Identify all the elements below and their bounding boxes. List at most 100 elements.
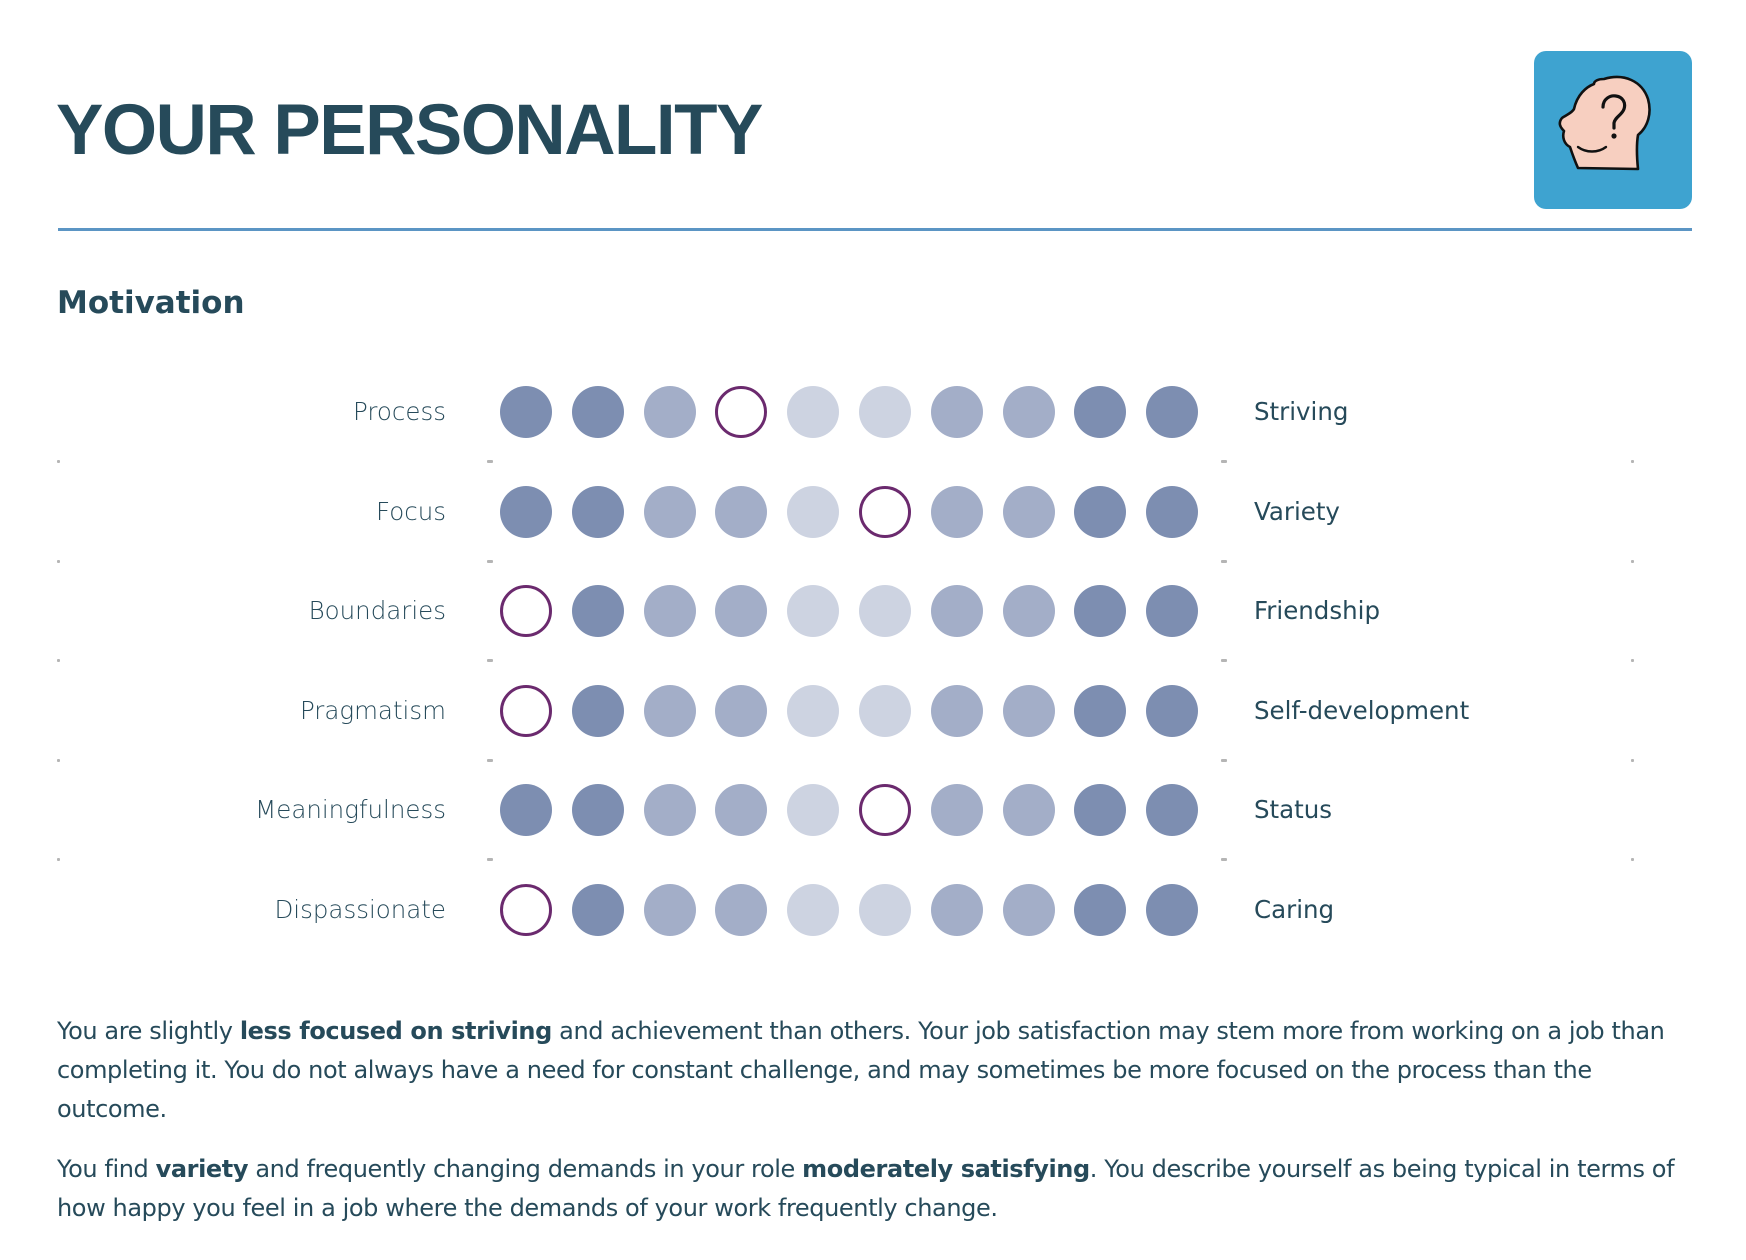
scale-right-label: Friendship [1254, 596, 1380, 626]
highlight-text: less focused on striving [239, 1017, 552, 1045]
row-separator-dot [1221, 460, 1227, 463]
scale-point [500, 485, 552, 538]
scale-point [1146, 784, 1199, 837]
scale-point [571, 386, 624, 438]
scale-right-label: Striving [1254, 397, 1349, 426]
scale-point [930, 585, 983, 638]
row-separator-dot [57, 858, 60, 862]
scale-point [1002, 784, 1055, 837]
scale-point [930, 884, 983, 936]
header-divider [58, 228, 1692, 231]
scale-right-label: Variety [1254, 496, 1340, 526]
scale-left-label: Boundaries [308, 596, 446, 626]
scale-point [859, 386, 911, 438]
scale-point [643, 485, 696, 538]
row-separator-dot [1221, 758, 1227, 762]
scale-point [1074, 784, 1127, 837]
scale-point [571, 684, 624, 737]
scale-left-label: Dispassionate [274, 895, 446, 924]
row-separator-dot [57, 559, 60, 563]
scale-point [715, 884, 768, 936]
scale-point [859, 585, 911, 638]
row-separator-dot [1631, 559, 1634, 563]
row-separator-dot [487, 460, 493, 463]
scale-point [1146, 585, 1199, 638]
row-separator-dot [487, 758, 493, 762]
scale-point [930, 485, 983, 538]
scale-point [643, 684, 696, 737]
scale-point-selected [500, 884, 552, 936]
scale-point [1002, 884, 1055, 936]
scale-row: Focus Variety [0, 482, 1746, 542]
scale-right-label: Status [1254, 795, 1333, 825]
scale-left-label: Meaningfulness [255, 795, 446, 825]
row-separator-dot [1631, 460, 1634, 463]
scale-right-label: Self-development [1254, 695, 1470, 725]
scale-point [1002, 684, 1055, 737]
scale-point [715, 585, 768, 638]
scale-row: Boundaries Friendship [0, 581, 1746, 641]
scale-point [1146, 884, 1199, 936]
scale-point [715, 784, 768, 837]
body-text: . You describe yourself as being typical… [57, 1155, 1675, 1222]
row-separator-dot [487, 659, 493, 663]
scale-point [643, 386, 696, 438]
body-text: You are slightly [57, 1017, 240, 1045]
scale-point [930, 386, 983, 438]
row-separator-dot [487, 559, 493, 563]
scale-point-selected [859, 784, 911, 837]
scale-point [715, 684, 768, 737]
scale-point [1002, 485, 1055, 538]
scale-point-selected [859, 485, 911, 538]
summary-paragraph-striving: You are slightly less focused on strivin… [57, 1012, 1697, 1129]
body-text: and frequently changing demands in your … [248, 1155, 803, 1183]
scale-point [1002, 585, 1055, 638]
scale-point [859, 684, 911, 737]
scale-point [930, 684, 983, 737]
scale-point [1074, 884, 1127, 936]
row-separator-dot [1631, 758, 1634, 762]
section-title-motivation: Motivation [57, 285, 245, 321]
highlight-text: variety [155, 1155, 249, 1183]
scale-point [571, 884, 624, 936]
scale-point-selected [715, 386, 768, 438]
scale-point [643, 884, 696, 936]
scale-point-selected [500, 684, 552, 737]
row-separator-dot [1631, 659, 1634, 663]
row-separator-dot [1221, 858, 1227, 862]
scale-row: Meaningfulness Status [0, 780, 1746, 840]
page-title: YOUR PERSONALITY [56, 91, 763, 170]
highlight-text: moderately satisfying [802, 1155, 1090, 1183]
scale-point [1146, 485, 1199, 538]
scale-point [930, 784, 983, 837]
row-separator-dot [1221, 559, 1227, 563]
scale-right-label: Caring [1254, 895, 1335, 924]
body-text: and achievement than others. Your job sa… [57, 1017, 1665, 1123]
scale-point [643, 585, 696, 638]
scale-point [643, 784, 696, 837]
scale-point [1074, 386, 1127, 438]
scale-left-label: Focus [376, 496, 446, 526]
scale-row: Pragmatism Self-development [0, 681, 1746, 741]
scale-point [787, 485, 840, 538]
scale-point [1002, 386, 1055, 438]
scale-point [571, 485, 624, 538]
scale-point [1146, 386, 1199, 438]
scale-left-label: Process [353, 397, 446, 426]
scale-point [787, 585, 840, 638]
scale-point-selected [500, 585, 552, 638]
summary-paragraph-variety: You find variety and frequently changing… [57, 1150, 1697, 1228]
scale-point [715, 485, 768, 538]
scale-point [859, 884, 911, 936]
scale-point [1074, 585, 1127, 638]
scale-point [787, 884, 840, 936]
scale-left-label: Pragmatism [299, 695, 446, 725]
scale-point [787, 684, 840, 737]
scale-point [571, 784, 624, 837]
row-separator-dot [57, 758, 60, 762]
scale-point [500, 386, 552, 438]
scale-point [1074, 485, 1127, 538]
personality-icon-tile [1534, 51, 1692, 209]
row-separator-dot [57, 659, 60, 663]
scale-point [1074, 684, 1127, 737]
